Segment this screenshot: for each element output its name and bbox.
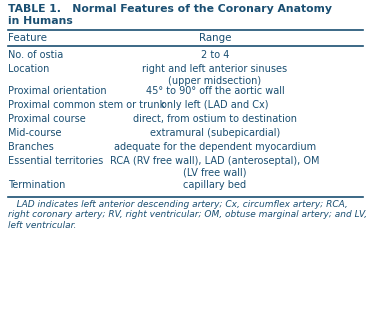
Text: 45° to 90° off the aortic wall: 45° to 90° off the aortic wall: [146, 86, 285, 96]
Text: Location: Location: [8, 64, 49, 74]
Text: TABLE 1.   Normal Features of the Coronary Anatomy: TABLE 1. Normal Features of the Coronary…: [8, 4, 332, 14]
Text: LAD indicates left anterior descending artery; Cx, circumflex artery; RCA,
right: LAD indicates left anterior descending a…: [8, 200, 367, 230]
Text: direct, from ostium to destination: direct, from ostium to destination: [133, 114, 297, 124]
Text: capillary bed: capillary bed: [183, 180, 247, 190]
Text: RCA (RV free wall), LAD (anteroseptal), OM
(LV free wall): RCA (RV free wall), LAD (anteroseptal), …: [110, 156, 320, 178]
Text: Mid-course: Mid-course: [8, 128, 62, 138]
Text: in Humans: in Humans: [8, 16, 73, 26]
Text: Feature: Feature: [8, 33, 47, 43]
Text: Range: Range: [199, 33, 231, 43]
Text: Termination: Termination: [8, 180, 65, 190]
Text: only left (LAD and Cx): only left (LAD and Cx): [161, 100, 269, 110]
Text: No. of ostia: No. of ostia: [8, 50, 63, 60]
Text: Branches: Branches: [8, 142, 54, 152]
Text: Proximal orientation: Proximal orientation: [8, 86, 106, 96]
Text: right and left anterior sinuses
(upper midsection): right and left anterior sinuses (upper m…: [142, 64, 288, 86]
Text: extramural (subepicardial): extramural (subepicardial): [150, 128, 280, 138]
Text: Essential territories: Essential territories: [8, 156, 103, 166]
Text: Proximal common stem or trunk: Proximal common stem or trunk: [8, 100, 165, 110]
Text: 2 to 4: 2 to 4: [201, 50, 229, 60]
Text: Proximal course: Proximal course: [8, 114, 86, 124]
Text: adequate for the dependent myocardium: adequate for the dependent myocardium: [114, 142, 316, 152]
